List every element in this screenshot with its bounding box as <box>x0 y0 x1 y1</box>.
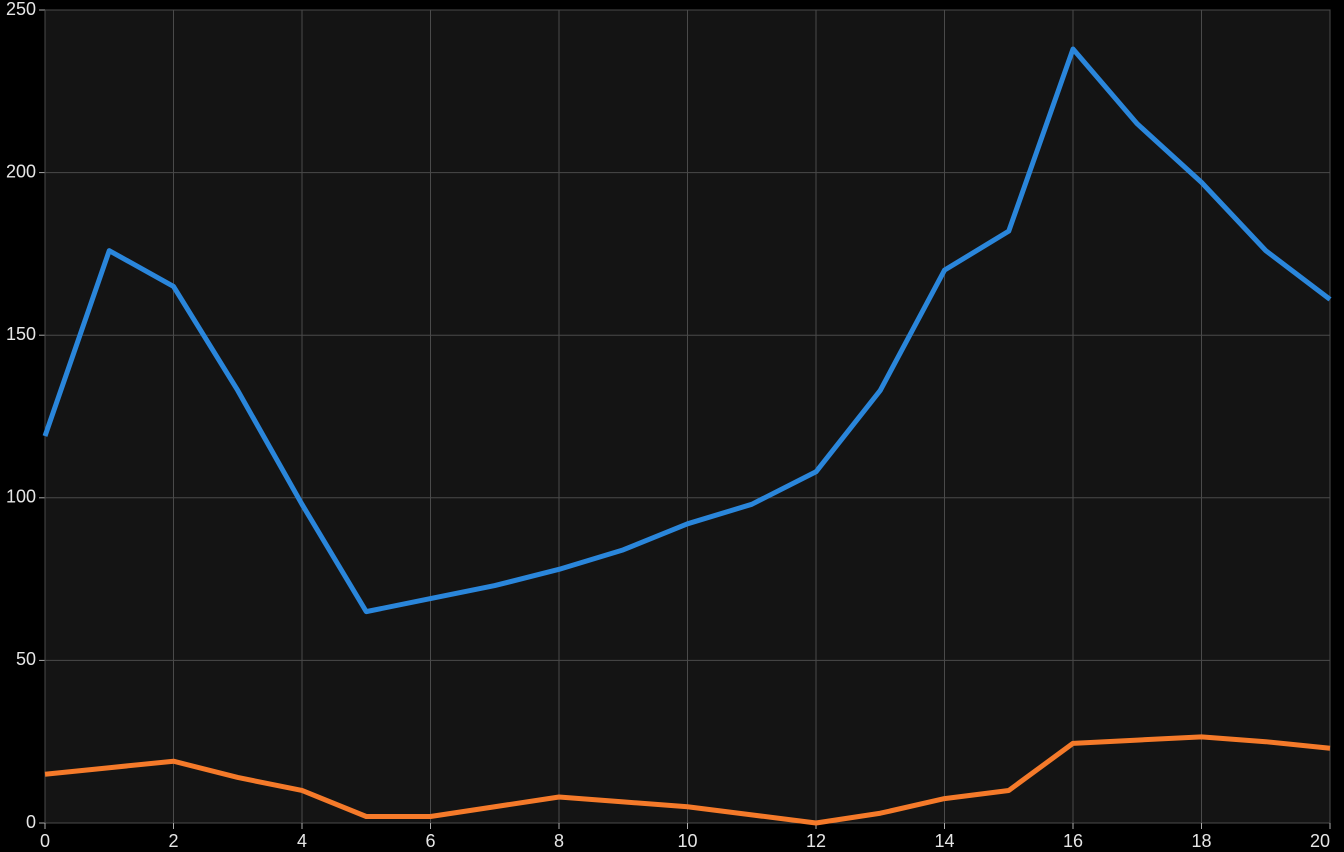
y-tick-label: 250 <box>6 0 36 19</box>
x-tick-label: 2 <box>168 831 178 851</box>
x-tick-label: 18 <box>1191 831 1211 851</box>
line <box>44 734 1331 826</box>
x-tick-label: 10 <box>677 831 697 851</box>
y-tick-label: 0 <box>26 812 36 832</box>
y-tick-label: 150 <box>6 324 36 344</box>
x-tick-label: 12 <box>806 831 826 851</box>
line <box>42 46 1332 615</box>
x-tick-label: 14 <box>934 831 954 851</box>
x-tick-label: 4 <box>297 831 307 851</box>
x-tick-label: 20 <box>1310 831 1330 851</box>
y-tick-label: 50 <box>16 649 36 669</box>
y-tick-label: 100 <box>6 487 36 507</box>
x-tick-label: 6 <box>425 831 435 851</box>
x-tick-label: 16 <box>1063 831 1083 851</box>
x-tick-label: 0 <box>40 831 50 851</box>
y-tick-label: 200 <box>6 161 36 181</box>
x-tick-label: 8 <box>554 831 564 851</box>
